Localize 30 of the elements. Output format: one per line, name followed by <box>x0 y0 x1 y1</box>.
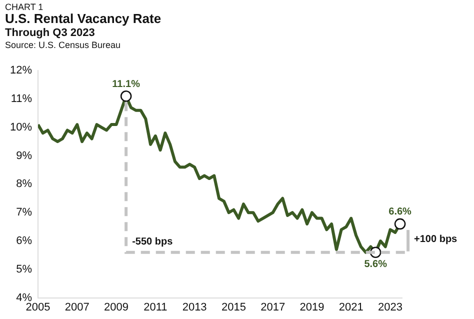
annotation: 11.1% <box>112 78 140 90</box>
y-tick-label: 5% <box>16 263 32 276</box>
caption: CHART 1 <box>5 2 44 12</box>
y-tick-label: 9% <box>16 150 32 162</box>
x-tick-label: 2017 <box>260 301 286 314</box>
point <box>120 90 132 102</box>
y-tick-label: 6% <box>16 235 32 248</box>
y-tick-label: 7% <box>16 206 32 219</box>
x-tick-label: 2015 <box>221 301 246 314</box>
point <box>394 218 406 230</box>
x-tick-label: 2005 <box>26 301 50 314</box>
annotation: -550 bps <box>132 236 174 248</box>
source-note: Source: U.S. Census Bureau <box>5 40 122 50</box>
x-tick-label: 2007 <box>64 301 90 314</box>
x-tick-label: 2021 <box>338 301 364 314</box>
y-tick-label: 10% <box>10 121 32 134</box>
annotation: 5.6% <box>364 259 388 270</box>
y-tick-label: 8% <box>16 178 32 190</box>
x-tick-label: 2009 <box>104 301 129 314</box>
x-tick-label: 2019 <box>300 301 324 314</box>
x-tick-label: 2013 <box>182 301 207 314</box>
x-tick-label: 2011 <box>144 301 168 314</box>
chart-title: U.S. Rental Vacancy Rate <box>5 11 162 28</box>
annotation: 6.6% <box>388 206 412 218</box>
y-tick-label: 11% <box>10 93 32 106</box>
x-tick-label: 2023 <box>378 301 402 314</box>
chart-subtitle: Through Q3 2023 <box>5 27 96 40</box>
y-tick-label: 12% <box>10 64 32 77</box>
text: +100 bps <box>414 234 458 246</box>
y-tick-label: 4% <box>16 292 32 304</box>
